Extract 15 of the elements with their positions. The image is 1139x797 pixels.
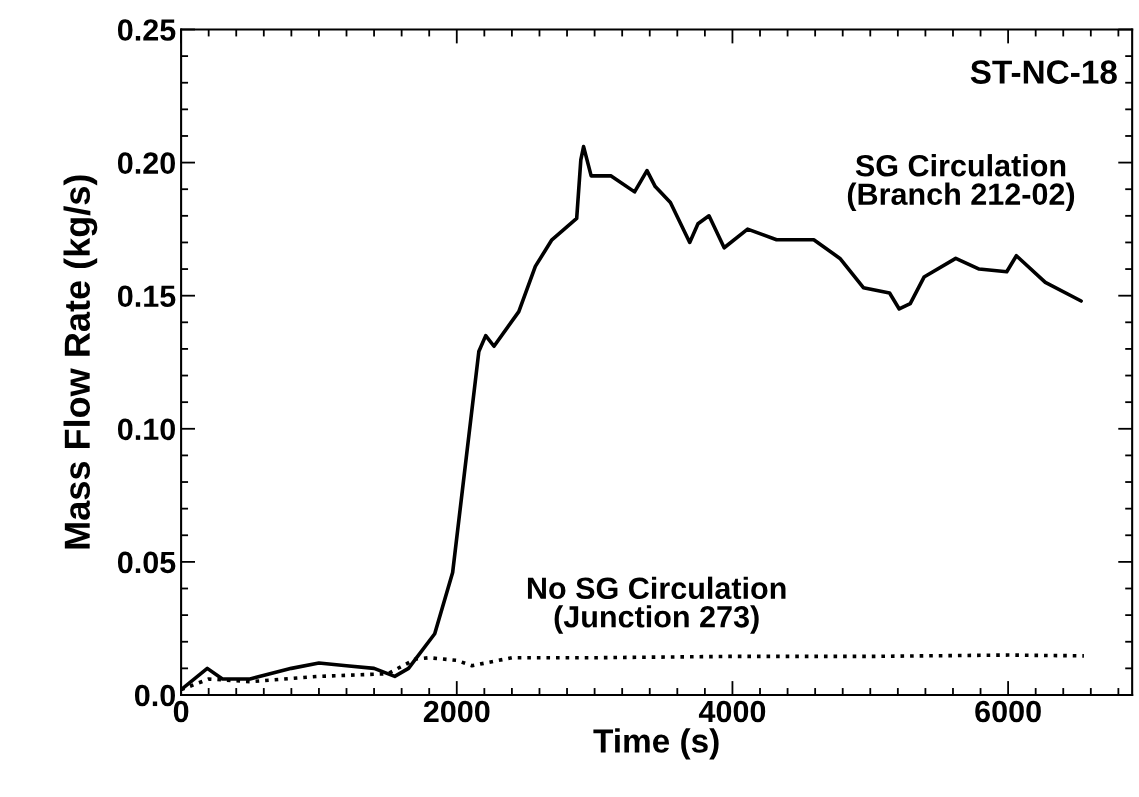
x-tick-label: 6000 <box>975 700 1041 723</box>
annotation: SG Circulation (Branch 212-02) <box>847 154 1075 212</box>
y-tick-label: 0.10 <box>117 418 175 441</box>
y-tick-label: 0.0 <box>134 684 175 707</box>
y-axis-title: Mass Flow Rate (kg/s) <box>63 175 98 549</box>
x-tick-label: 4000 <box>698 700 766 723</box>
x-tick-label: 2000 <box>423 700 490 723</box>
annotation: No SG Circulation (Junction 273) <box>527 576 786 634</box>
x-tick-label: 0 <box>173 700 189 723</box>
y-tick-label: 0.25 <box>117 19 176 41</box>
y-tick-label: 0.20 <box>117 152 175 174</box>
x-axis-title: Time (s) <box>593 728 719 760</box>
y-tick-label: 0.05 <box>117 551 176 574</box>
y-tick-label: 0.15 <box>117 285 176 308</box>
annotation: ST-NC-18 <box>970 60 1117 84</box>
